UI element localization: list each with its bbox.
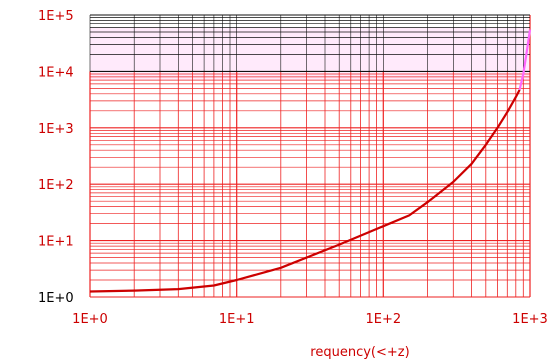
y-tick-label: 1E+2 xyxy=(38,178,74,193)
x-axis-label: requency(<+z) xyxy=(310,345,409,360)
y-tick-label: 1E+3 xyxy=(38,122,74,137)
x-tick-label: 1E+3 xyxy=(512,312,548,327)
x-tick-label: 1E+1 xyxy=(219,312,255,327)
grid xyxy=(89,14,531,298)
y-tick-label: 1E+0 xyxy=(38,291,74,306)
series-group xyxy=(89,29,532,293)
magenta-band xyxy=(90,27,530,81)
series-line-2 xyxy=(518,29,532,91)
x-tick-label: 1E+0 xyxy=(72,312,108,327)
y-tick-labels: 1E+0 1E+1 1E+2 1E+3 1E+4 1E+5 xyxy=(38,9,74,306)
y-tick-label: 1E+1 xyxy=(38,235,74,250)
y-tick-label: 1E+5 xyxy=(38,9,74,24)
series-line-1 xyxy=(89,89,521,293)
x-tick-labels: 1E+0 1E+1 1E+2 1E+3 xyxy=(72,312,548,327)
y-tick-label: 1E+4 xyxy=(38,65,74,80)
x-tick-label: 1E+2 xyxy=(365,312,401,327)
